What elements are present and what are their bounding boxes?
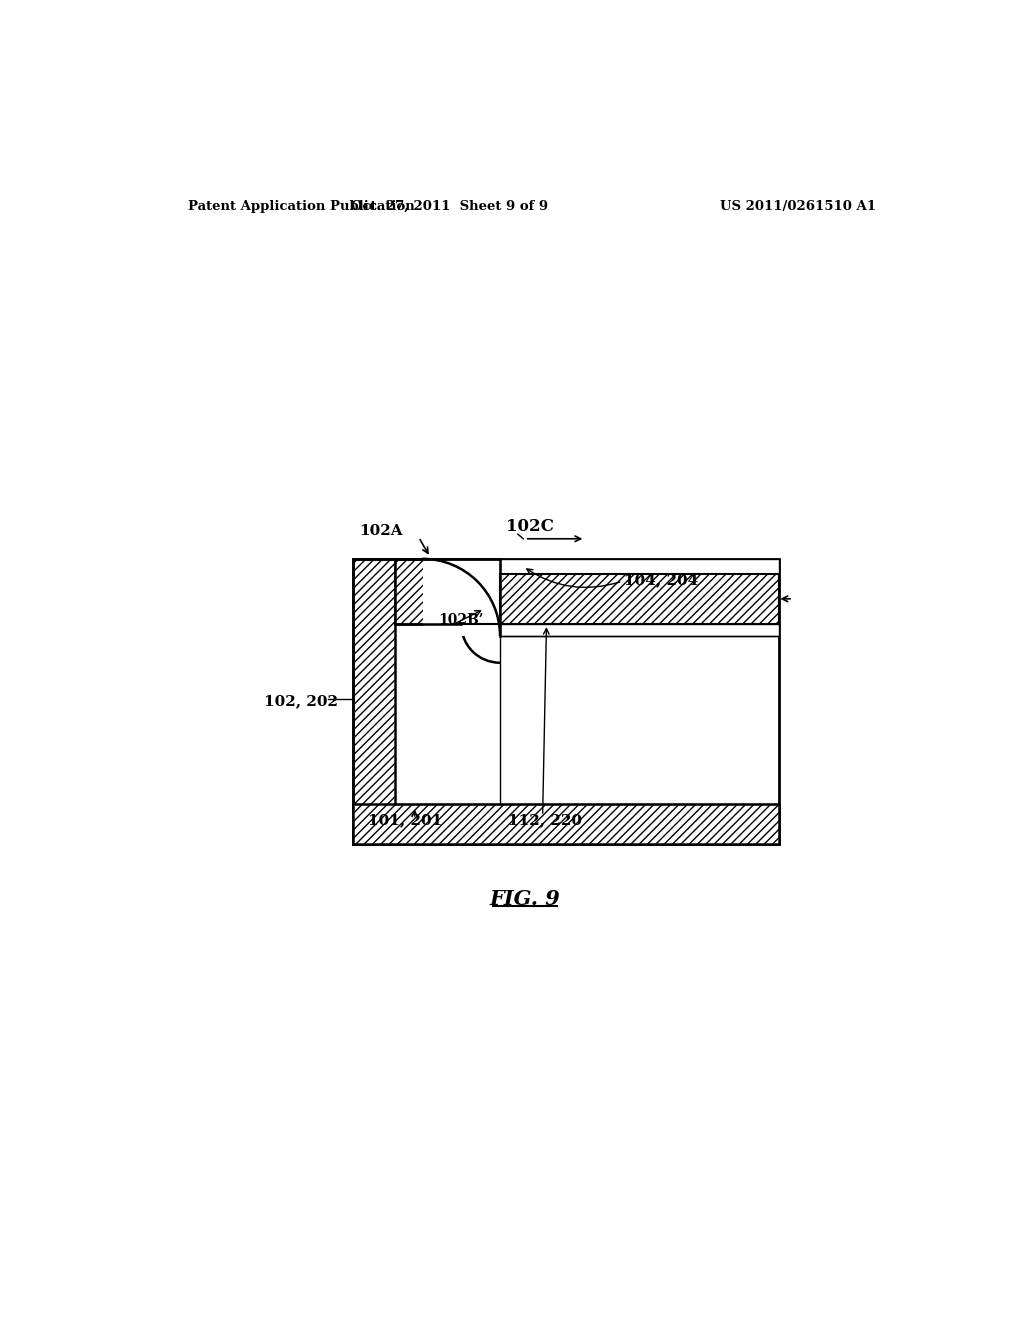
Text: 112, 220: 112, 220 (508, 813, 582, 828)
Wedge shape (461, 624, 500, 663)
Text: Oct. 27, 2011  Sheet 9 of 9: Oct. 27, 2011 Sheet 9 of 9 (351, 199, 548, 213)
Bar (352, 804, 779, 843)
Bar (352, 558, 779, 843)
Text: 102A: 102A (359, 524, 403, 539)
Bar (500, 558, 779, 574)
Text: 104, 204: 104, 204 (624, 573, 698, 587)
Text: 101, 201: 101, 201 (369, 813, 442, 828)
Text: FIG. 9: FIG. 9 (489, 890, 560, 909)
Bar (500, 624, 779, 636)
Text: 102B’: 102B’ (438, 614, 483, 627)
Bar (423, 558, 500, 636)
Text: US 2011/0261510 A1: US 2011/0261510 A1 (720, 199, 877, 213)
Bar (395, 558, 500, 624)
Text: Patent Application Publication: Patent Application Publication (188, 199, 415, 213)
Bar (500, 574, 779, 624)
Text: 102C: 102C (506, 517, 554, 535)
Text: 102, 202: 102, 202 (263, 694, 338, 709)
Bar (352, 558, 395, 843)
